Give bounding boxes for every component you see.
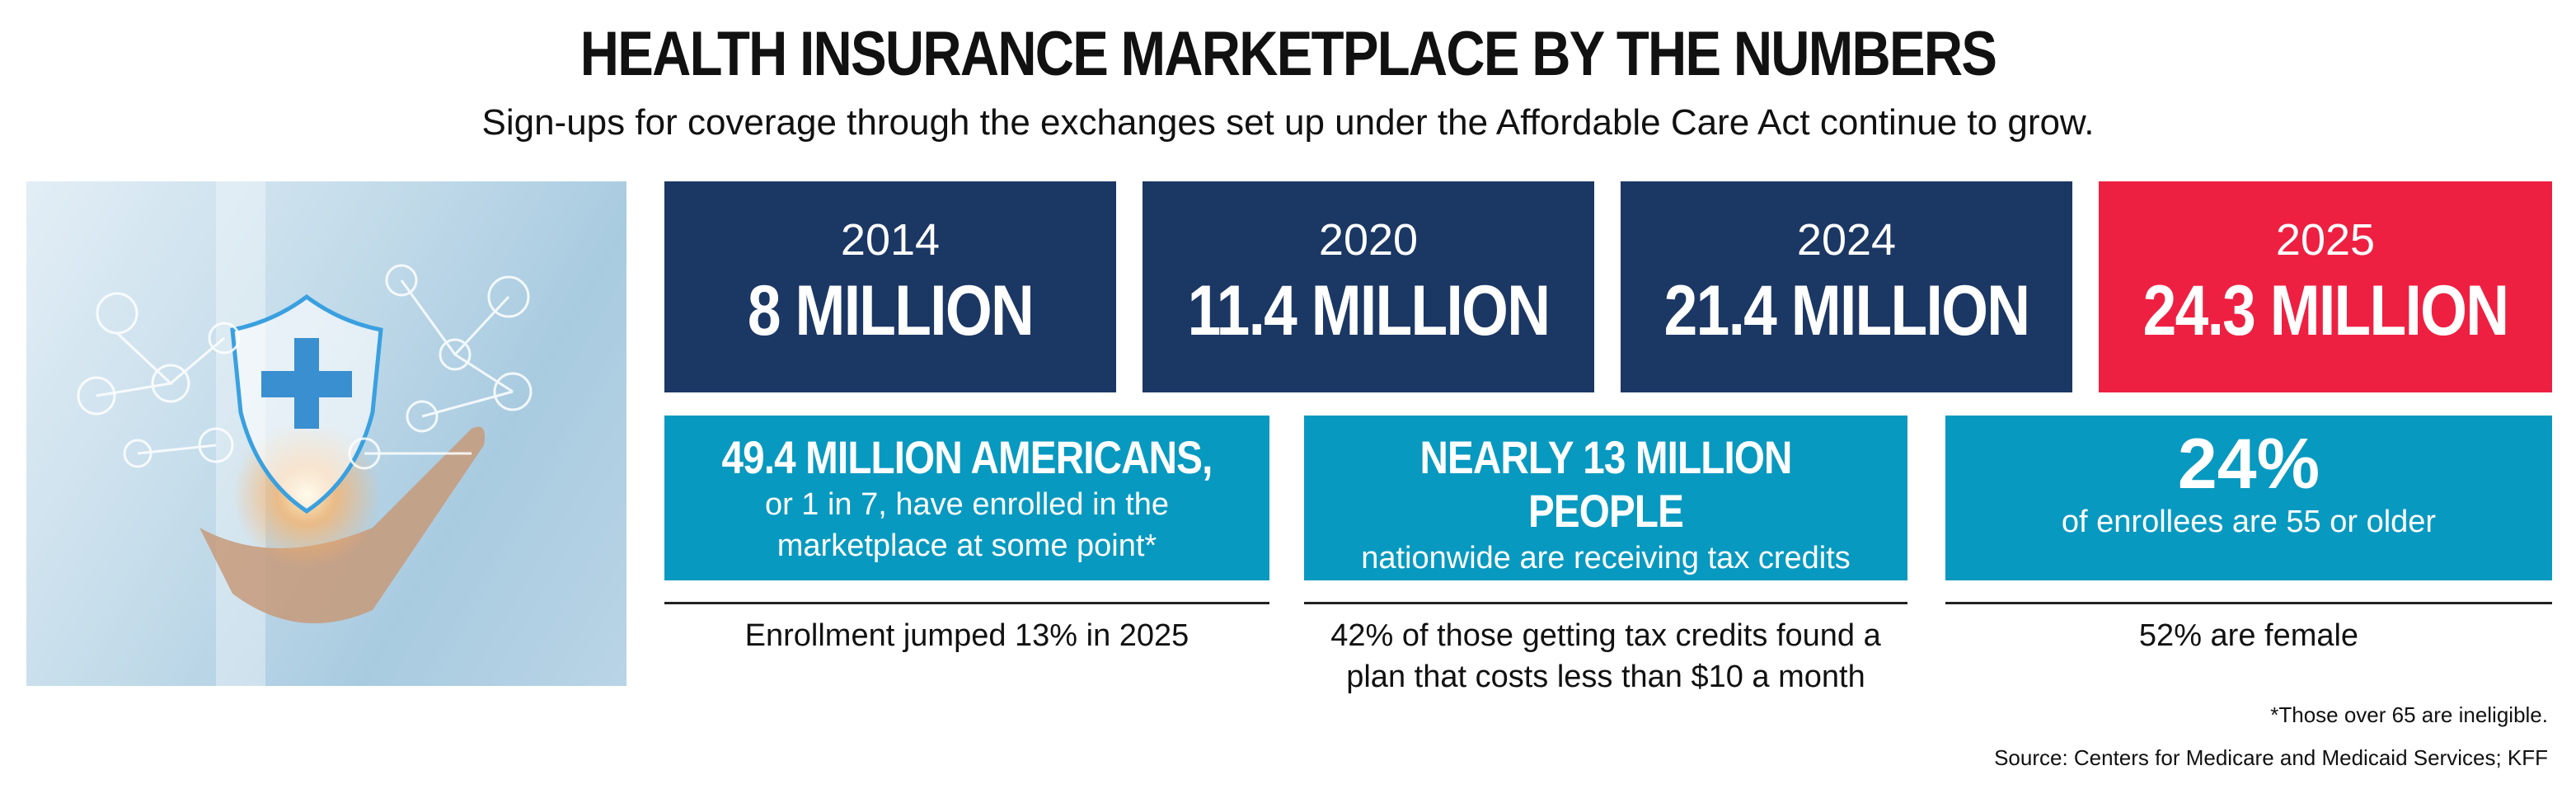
stat-body: of enrollees are 55 or older (2061, 505, 2437, 539)
year-card-2024: 2024 21.4 MILLION (1621, 181, 2072, 392)
source-credit: Source: Centers for Medicare and Medicai… (1994, 745, 2548, 770)
enrollment-value: 24.3 MILLION (2142, 271, 2509, 350)
year-label: 2024 (1796, 215, 1897, 265)
divider (1945, 602, 2552, 604)
stat-headline: 49.4 MILLION AMERICANS, (721, 431, 1213, 483)
page-title: HEALTH INSURANCE MARKETPLACE BY THE NUMB… (579, 19, 1997, 89)
doctor-shield-photo (26, 181, 626, 686)
enrollment-value: 21.4 MILLION (1663, 271, 2030, 350)
year-card-2014: 2014 8 MILLION (664, 181, 1116, 392)
stat-headline: NEARLY 13 MILLION PEOPLE (1419, 431, 1792, 537)
year-label: 2025 (2275, 215, 2376, 265)
year-card-2025: 2025 24.3 MILLION (2099, 181, 2552, 392)
note-line: 52% are female (2138, 618, 2359, 653)
stat-note: 42% of those getting tax credits found a… (1304, 615, 1907, 697)
stat-note: 52% are female (1945, 615, 2552, 656)
stat-body: marketplace at some point* (777, 528, 1157, 563)
note-line: 42% of those getting tax credits found a (1330, 618, 1881, 653)
subtitle: Sign-ups for coverage through the exchan… (481, 102, 2095, 143)
stat-card-tax-credits: NEARLY 13 MILLION PEOPLE nationwide are … (1304, 416, 1907, 617)
stat-body: to help lower their premiums (1409, 582, 1803, 617)
note-line: plan that costs less than $10 a month (1346, 660, 1865, 694)
enrollment-value: 11.4 MILLION (1187, 271, 1551, 350)
divider (1304, 602, 1907, 604)
shield-cross-icon (77, 181, 533, 686)
footnote: *Those over 65 are ineligible. (2270, 702, 2548, 727)
stat-body: nationwide are receiving tax credits (1361, 541, 1851, 575)
stat-note: Enrollment jumped 13% in 2025 (664, 615, 1269, 656)
year-label: 2020 (1318, 215, 1419, 265)
stat-card-age: 24% of enrollees are 55 or older (1945, 416, 2552, 580)
note-line: Enrollment jumped 13% in 2025 (744, 618, 1189, 653)
enrollment-value: 8 MILLION (747, 271, 1035, 350)
year-label: 2014 (840, 215, 941, 265)
stat-headline: 24% (2177, 425, 2320, 504)
year-card-2020: 2020 11.4 MILLION (1143, 181, 1594, 392)
stat-card-americans: 49.4 MILLION AMERICANS, or 1 in 7, have … (664, 416, 1269, 580)
divider (664, 602, 1269, 604)
stat-body: or 1 in 7, have enrolled in the (764, 487, 1170, 522)
